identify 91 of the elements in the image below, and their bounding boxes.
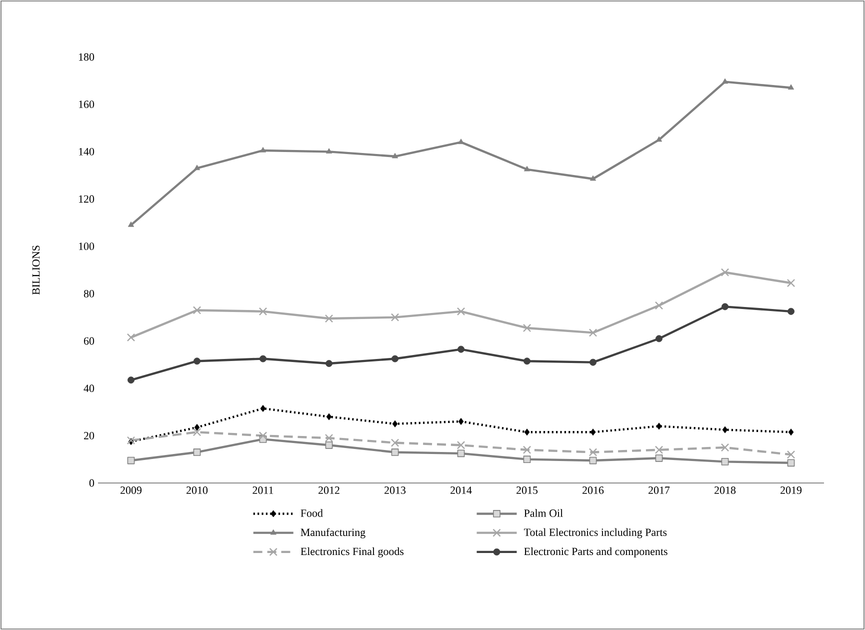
point bbox=[258, 307, 268, 316]
point bbox=[260, 404, 266, 412]
x-tick-label: 2012 bbox=[318, 486, 340, 494]
point bbox=[787, 459, 795, 467]
point bbox=[523, 456, 531, 464]
x-tick-label: 2016 bbox=[582, 486, 604, 494]
legend-label: Manufacturing bbox=[300, 528, 366, 538]
point bbox=[588, 328, 598, 337]
x-tick-label: 2013 bbox=[384, 486, 406, 494]
point bbox=[656, 335, 662, 342]
y-axis-title: BILLIONS bbox=[32, 246, 40, 295]
x-tick-label: 2010 bbox=[186, 486, 208, 494]
point bbox=[721, 458, 729, 466]
point bbox=[325, 441, 333, 449]
point bbox=[258, 432, 268, 440]
y-tick-label: 0 bbox=[89, 479, 94, 487]
point bbox=[524, 428, 530, 436]
point bbox=[524, 358, 530, 365]
y-tick-label: 180 bbox=[79, 53, 94, 61]
x-tick-label: 2017 bbox=[648, 486, 670, 494]
point bbox=[588, 448, 598, 456]
point bbox=[390, 313, 400, 322]
point bbox=[458, 346, 464, 353]
y-tick-label: 120 bbox=[79, 195, 94, 203]
point bbox=[590, 428, 596, 436]
legend-label: Food bbox=[300, 509, 323, 517]
x-tick-label: 2014 bbox=[450, 486, 472, 494]
legend-label: Total Electronics including Parts bbox=[524, 528, 667, 538]
point bbox=[722, 78, 728, 84]
point bbox=[260, 355, 266, 362]
point bbox=[458, 138, 464, 144]
y-tick-label: 60 bbox=[84, 337, 94, 345]
point bbox=[324, 434, 334, 442]
point bbox=[326, 148, 332, 154]
point bbox=[457, 450, 465, 458]
x-tick-label: 2015 bbox=[516, 486, 538, 494]
point bbox=[522, 446, 532, 454]
point bbox=[326, 413, 332, 420]
y-tick-label: 40 bbox=[84, 384, 94, 392]
point bbox=[326, 360, 332, 367]
point bbox=[192, 306, 202, 314]
point bbox=[589, 456, 597, 464]
point bbox=[392, 152, 398, 158]
x-tick-label: 2018 bbox=[714, 486, 736, 494]
point bbox=[193, 448, 201, 456]
point bbox=[654, 301, 664, 310]
point bbox=[720, 268, 730, 276]
y-tick-label: 140 bbox=[79, 148, 94, 156]
point bbox=[788, 84, 794, 90]
point bbox=[127, 456, 135, 464]
y-tick-label: 20 bbox=[84, 432, 94, 440]
legend-label: Electronic Parts and components bbox=[524, 547, 668, 558]
point bbox=[786, 278, 796, 288]
point bbox=[126, 333, 136, 342]
point bbox=[128, 376, 134, 384]
point bbox=[788, 428, 794, 436]
point bbox=[786, 450, 796, 459]
point bbox=[590, 358, 596, 366]
point bbox=[590, 175, 596, 181]
y-tick-label: 160 bbox=[79, 100, 94, 108]
point bbox=[655, 454, 663, 462]
point bbox=[722, 303, 728, 310]
point bbox=[522, 324, 532, 332]
y-tick-label: 100 bbox=[79, 242, 94, 250]
point bbox=[456, 441, 466, 450]
x-tick-label: 2009 bbox=[120, 486, 142, 494]
y-tick-label: 80 bbox=[84, 290, 94, 298]
point bbox=[194, 358, 200, 365]
point bbox=[654, 446, 664, 454]
point bbox=[456, 307, 466, 316]
point bbox=[720, 443, 730, 452]
point bbox=[324, 314, 334, 323]
point bbox=[788, 308, 794, 315]
point bbox=[656, 136, 662, 142]
point bbox=[194, 424, 200, 431]
legend-label: Palm Oil bbox=[524, 509, 563, 517]
x-tick-label: 2011 bbox=[252, 486, 274, 494]
point bbox=[192, 428, 202, 436]
point bbox=[390, 438, 400, 447]
point bbox=[656, 422, 662, 430]
point bbox=[392, 420, 398, 428]
legend-label: Electronics Final goods bbox=[300, 547, 404, 558]
point bbox=[524, 166, 530, 172]
point bbox=[194, 164, 200, 170]
point bbox=[391, 448, 399, 456]
point bbox=[392, 355, 398, 362]
point bbox=[128, 222, 134, 227]
point bbox=[260, 146, 266, 152]
x-tick-label: 2019 bbox=[780, 486, 802, 494]
point bbox=[458, 418, 464, 425]
point bbox=[722, 426, 728, 434]
